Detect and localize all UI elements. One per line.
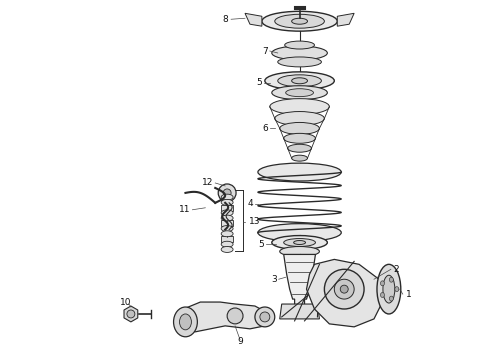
Ellipse shape — [380, 293, 385, 297]
Text: 9: 9 — [237, 337, 243, 346]
Ellipse shape — [258, 163, 341, 181]
Ellipse shape — [285, 41, 315, 49]
Polygon shape — [124, 306, 138, 322]
Ellipse shape — [260, 312, 270, 322]
Ellipse shape — [288, 144, 312, 152]
Ellipse shape — [284, 239, 316, 247]
Ellipse shape — [227, 308, 243, 324]
Ellipse shape — [218, 184, 236, 202]
Ellipse shape — [334, 279, 354, 299]
Ellipse shape — [223, 189, 231, 197]
Ellipse shape — [221, 226, 233, 231]
Ellipse shape — [294, 240, 306, 244]
Ellipse shape — [275, 14, 324, 28]
Ellipse shape — [280, 122, 319, 134]
Ellipse shape — [377, 264, 401, 314]
Text: 3: 3 — [271, 275, 277, 284]
Ellipse shape — [390, 277, 393, 282]
Text: 13: 13 — [249, 217, 261, 226]
Polygon shape — [177, 302, 270, 332]
Ellipse shape — [173, 307, 197, 337]
Ellipse shape — [284, 133, 316, 143]
Bar — [221, 189, 233, 195]
Bar — [221, 204, 233, 211]
Polygon shape — [307, 260, 384, 327]
Ellipse shape — [275, 112, 324, 125]
Text: 1: 1 — [406, 289, 412, 298]
Ellipse shape — [292, 18, 308, 24]
Text: 5: 5 — [256, 78, 262, 87]
Ellipse shape — [390, 296, 393, 301]
Ellipse shape — [179, 314, 192, 330]
Polygon shape — [284, 255, 316, 309]
Ellipse shape — [380, 281, 385, 286]
Ellipse shape — [286, 89, 314, 96]
Ellipse shape — [280, 247, 319, 256]
Ellipse shape — [292, 78, 308, 84]
Ellipse shape — [340, 285, 348, 293]
Ellipse shape — [221, 194, 233, 200]
Ellipse shape — [272, 235, 327, 249]
Ellipse shape — [255, 307, 275, 327]
Text: 2: 2 — [394, 265, 399, 274]
Polygon shape — [337, 13, 354, 26]
Bar — [221, 236, 233, 242]
Ellipse shape — [221, 215, 233, 221]
Ellipse shape — [258, 224, 341, 242]
Ellipse shape — [265, 72, 334, 90]
Ellipse shape — [221, 247, 233, 252]
Ellipse shape — [383, 275, 395, 303]
Text: 6: 6 — [262, 124, 268, 133]
Text: 12: 12 — [202, 179, 213, 188]
Ellipse shape — [221, 231, 233, 237]
Ellipse shape — [395, 287, 399, 292]
Ellipse shape — [272, 86, 327, 100]
Text: 10: 10 — [120, 298, 132, 307]
Ellipse shape — [221, 199, 233, 205]
Text: 11: 11 — [179, 205, 191, 214]
Ellipse shape — [292, 155, 308, 161]
Text: 8: 8 — [222, 15, 228, 24]
Bar — [221, 220, 233, 226]
Text: 7: 7 — [262, 46, 268, 55]
Ellipse shape — [278, 57, 321, 67]
Ellipse shape — [272, 46, 327, 60]
Text: 5: 5 — [258, 240, 264, 249]
Ellipse shape — [221, 210, 233, 216]
Ellipse shape — [262, 11, 337, 31]
Ellipse shape — [127, 310, 135, 318]
Ellipse shape — [278, 75, 321, 87]
Polygon shape — [280, 304, 319, 319]
Ellipse shape — [221, 241, 233, 247]
Text: 4: 4 — [247, 199, 253, 208]
Ellipse shape — [270, 99, 329, 114]
Polygon shape — [245, 13, 262, 26]
Ellipse shape — [324, 269, 364, 309]
